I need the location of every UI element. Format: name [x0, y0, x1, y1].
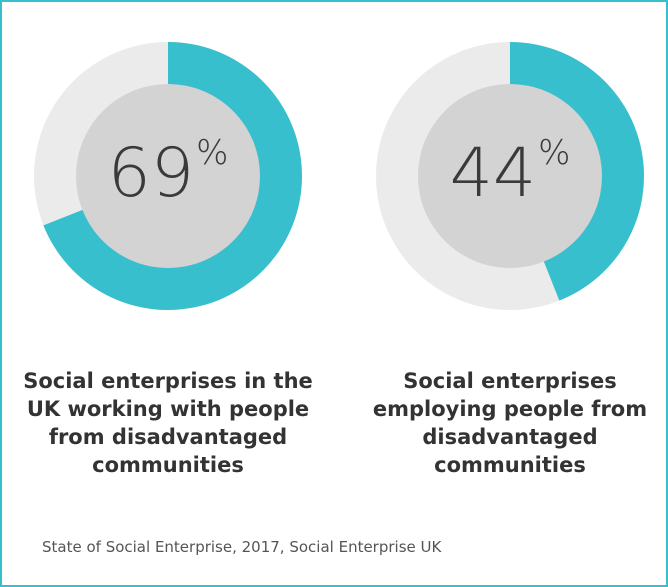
donut-center-disc	[418, 84, 602, 268]
source-citation: State of Social Enterprise, 2017, Social…	[42, 538, 442, 556]
donut-value-label: 44%	[374, 136, 646, 208]
percent-sign: %	[196, 133, 229, 173]
donut-svg-1	[34, 42, 302, 310]
value-number: 44	[449, 134, 537, 213]
donut-chart-2: 44%	[374, 40, 646, 312]
value-number: 69	[107, 134, 195, 213]
donut-chart-1: 69%	[32, 40, 304, 312]
chart-caption-1: Social enterprises in the UK working wit…	[23, 369, 313, 477]
chart-caption-2: Social enterprises employing people from…	[372, 369, 648, 477]
percent-sign: %	[538, 133, 571, 173]
donut-value-label: 69%	[32, 136, 304, 208]
donut-center-disc	[76, 84, 260, 268]
donut-svg-2	[376, 42, 644, 310]
